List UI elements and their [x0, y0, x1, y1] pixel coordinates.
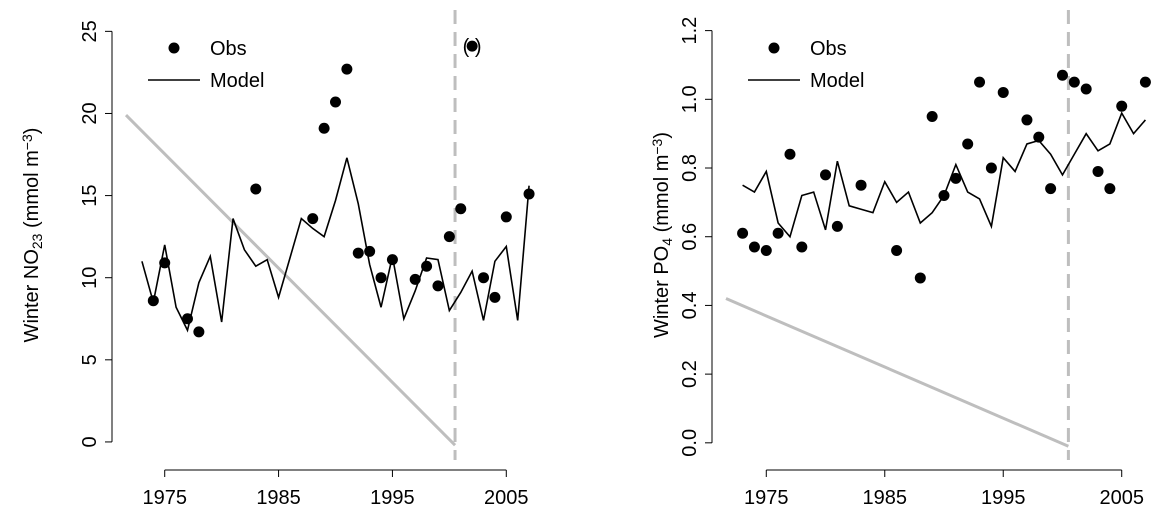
legend-label: Model: [210, 70, 264, 92]
obs-point: [341, 63, 353, 75]
y-tick-label: 0.2: [679, 360, 701, 388]
obs-point: [466, 40, 478, 52]
obs-point: [737, 227, 749, 239]
model-line: [141, 157, 530, 333]
obs-point: [1080, 83, 1092, 95]
y-axis-label: Winter PO4 (mmol m−3): [649, 132, 675, 338]
obs-point: [375, 272, 387, 284]
reference-line: [725, 297, 1069, 448]
y-label-part: −3: [649, 138, 665, 154]
obs-point: [914, 272, 926, 284]
x-tick-label: 1995: [370, 487, 415, 509]
y-label-part: Winter NO: [21, 249, 43, 342]
panel: 0 5 10 15 20 25 1975 1985 1995 2005 Winter NO23 (m…: [19, 10, 535, 509]
obs-point: [997, 86, 1009, 98]
obs-point: [318, 122, 330, 134]
obs-point: [1056, 69, 1068, 81]
x-tick-label: 1975: [744, 487, 789, 509]
obs-point: [1139, 76, 1151, 88]
y-label-part: (mmol m: [21, 150, 43, 233]
obs-point: [250, 183, 262, 195]
obs-point: [421, 260, 433, 272]
obs-point: [1021, 114, 1033, 126]
y-label-part: Winter PO: [651, 246, 673, 338]
obs-point: [1104, 183, 1116, 195]
x-tick-label: 1985: [863, 487, 908, 509]
y-tick-label: 0: [79, 436, 101, 447]
legend-label: Obs: [210, 38, 247, 60]
obs-point: [985, 162, 997, 174]
obs-point: [455, 203, 467, 215]
obs-point: [478, 272, 490, 284]
y-label-part: (mmol m: [651, 155, 673, 238]
y-tick-label: 1.2: [679, 17, 701, 45]
obs-point: [489, 291, 501, 303]
legend-label: Model: [810, 70, 864, 92]
obs-point: [891, 244, 903, 256]
y-tick-label: 0.0: [679, 429, 701, 457]
obs-point: [432, 280, 444, 292]
y-tick-label: 0.4: [679, 292, 701, 320]
x-tick-label: 1985: [256, 487, 301, 509]
obs-point: [962, 138, 974, 150]
obs-point: [330, 96, 341, 108]
obs-point: [831, 220, 843, 232]
obs-point: [855, 179, 867, 191]
obs-point: [950, 172, 962, 184]
obs-point: [1068, 76, 1080, 88]
y-label-part: −3: [19, 134, 35, 150]
y-label-part: ): [21, 128, 43, 135]
panel: 0.0 0.2 0.4 0.6 0.8 1.0 1.2 1975 1985 1995 2005 Win…: [649, 10, 1151, 509]
x-tick-label: 2005: [1099, 487, 1144, 509]
obs-point: [1033, 131, 1045, 143]
x-tick-label: 2005: [484, 487, 529, 509]
annotation: ( ): [463, 36, 482, 58]
obs-point: [760, 244, 772, 256]
y-axis-label: Winter NO23 (mmol m−3): [19, 128, 45, 343]
obs-point: [193, 326, 205, 338]
y-tick-label: 0.8: [679, 154, 701, 182]
y-label-part: 23: [29, 233, 45, 249]
reference-line: [124, 114, 457, 447]
obs-point: [352, 247, 364, 259]
y-tick-label: 15: [79, 184, 101, 206]
y-tick-label: 10: [79, 267, 101, 289]
legend-marker: [168, 42, 180, 54]
obs-point: [784, 148, 796, 160]
obs-point: [1092, 165, 1104, 177]
obs-point: [772, 227, 784, 239]
obs-point: [500, 211, 512, 223]
y-tick-label: 0.6: [679, 223, 701, 251]
model-line: [742, 111, 1147, 239]
obs-point: [926, 110, 938, 122]
y-label-part: ): [651, 132, 673, 139]
y-tick-label: 5: [79, 354, 101, 365]
obs-point: [796, 241, 808, 253]
y-tick-label: 20: [79, 102, 101, 124]
obs-point: [307, 213, 319, 225]
y-tick-label: 1.0: [679, 85, 701, 113]
obs-point: [443, 231, 455, 243]
obs-point: [820, 169, 832, 181]
obs-point: [748, 241, 760, 253]
x-tick-label: 1995: [981, 487, 1026, 509]
y-tick-label: 25: [79, 20, 101, 42]
obs-point: [1116, 100, 1128, 112]
x-tick-label: 1975: [142, 487, 187, 509]
legend-label: Obs: [810, 38, 847, 60]
obs-point: [974, 76, 986, 88]
legend-marker: [768, 42, 780, 54]
y-label-part: 4: [659, 238, 675, 246]
obs-point: [1045, 183, 1057, 195]
